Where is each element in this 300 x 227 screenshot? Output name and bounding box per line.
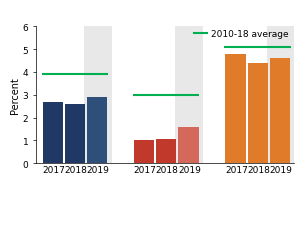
Bar — [248, 64, 268, 163]
Bar — [156, 140, 176, 163]
Bar — [226, 54, 246, 163]
FancyBboxPatch shape — [84, 27, 112, 163]
Y-axis label: Percent: Percent — [10, 77, 20, 114]
Bar — [134, 141, 154, 163]
Bar — [270, 59, 290, 163]
Legend: 2010-18 average: 2010-18 average — [190, 26, 292, 42]
Bar — [43, 102, 63, 163]
FancyBboxPatch shape — [267, 27, 295, 163]
Bar — [87, 98, 107, 163]
Bar — [65, 104, 85, 163]
Bar — [178, 127, 199, 163]
FancyBboxPatch shape — [175, 27, 203, 163]
